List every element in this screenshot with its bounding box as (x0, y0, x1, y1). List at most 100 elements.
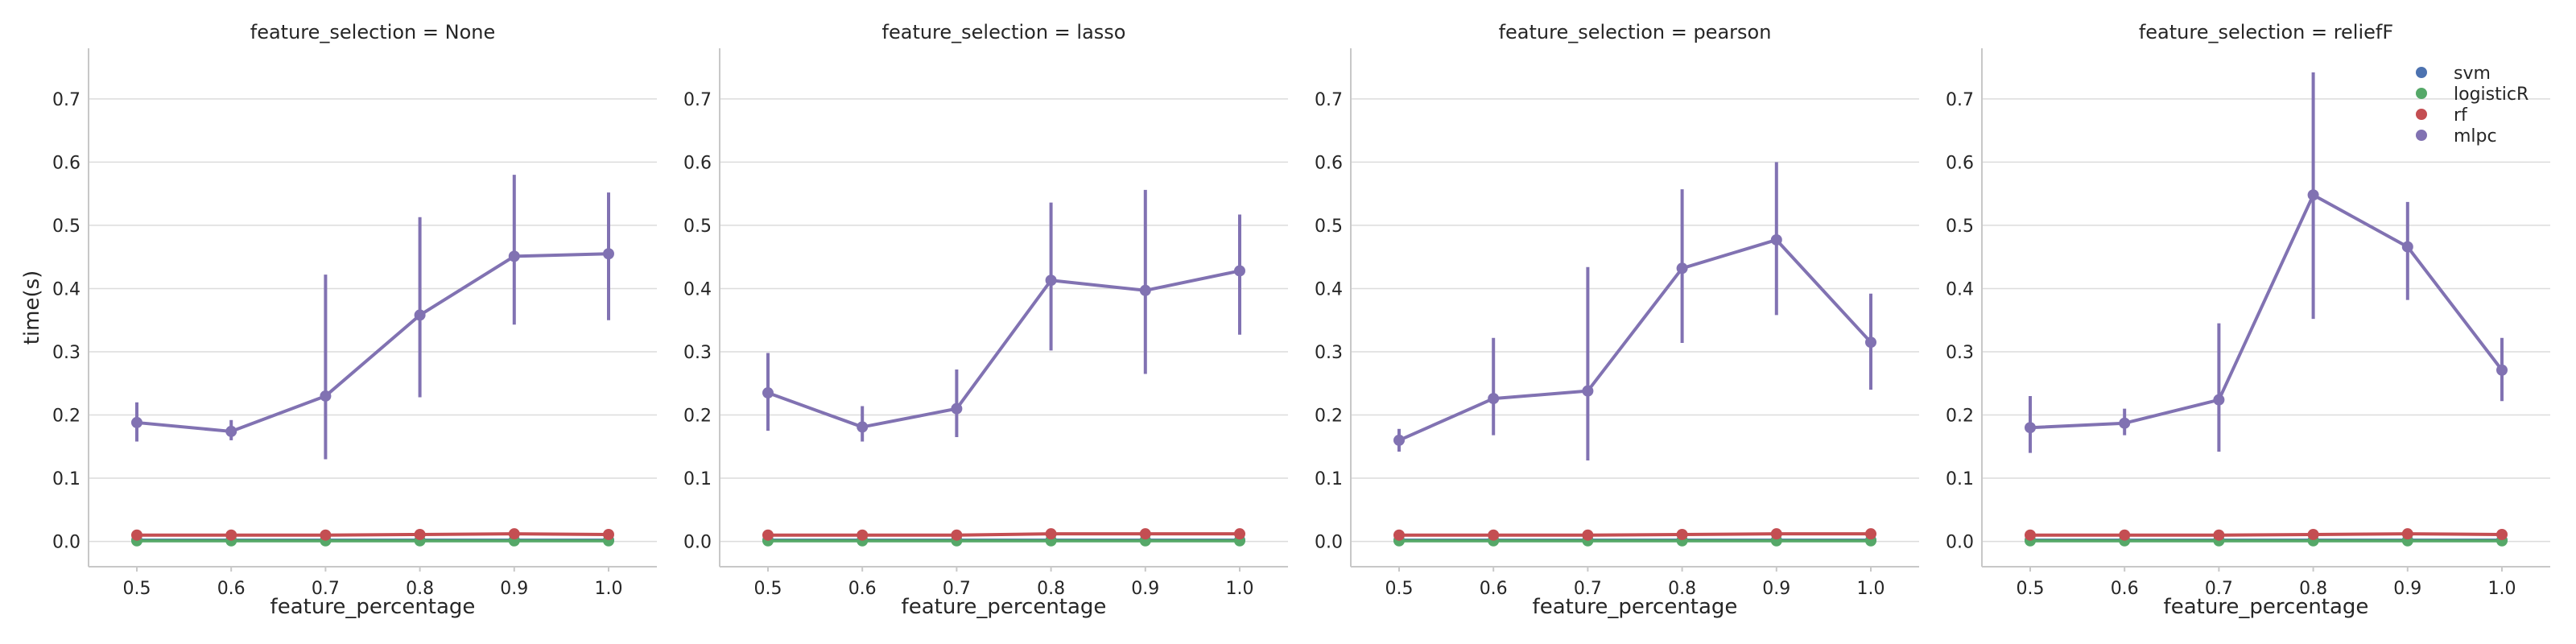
data-point-mlpc (2307, 189, 2319, 201)
data-point-mlpc (1139, 284, 1151, 296)
data-point-mlpc (1393, 434, 1405, 446)
x-tick-label: 1.0 (1857, 579, 1885, 599)
y-tick-label: 0.3 (52, 343, 80, 363)
data-point-mlpc (2401, 241, 2413, 253)
data-point-rf (1488, 529, 1500, 541)
data-point-mlpc (508, 250, 520, 262)
y-tick-label: 0.1 (52, 469, 80, 489)
x-tick-label: 0.7 (943, 579, 971, 599)
y-tick-label: 0.3 (1946, 343, 1974, 363)
data-point-mlpc (1488, 393, 1500, 405)
data-point-mlpc (1770, 233, 1782, 246)
y-tick-label: 0.7 (683, 90, 712, 110)
data-point-rf (951, 529, 963, 541)
data-point-rf (603, 528, 614, 540)
y-axis-label: time(s) (20, 270, 44, 345)
data-point-mlpc (225, 425, 237, 437)
y-tick-label: 0.1 (1946, 469, 1974, 489)
x-tick-label: 0.8 (2299, 579, 2327, 599)
legend-marker-logisticR (2416, 88, 2427, 99)
data-point-rf (1582, 529, 1594, 541)
legend-label-rf: rf (2454, 105, 2468, 126)
x-tick-label: 0.8 (406, 579, 434, 599)
x-tick-label: 0.6 (848, 579, 877, 599)
data-point-mlpc (2496, 364, 2508, 376)
data-point-rf (1045, 528, 1057, 540)
y-tick-label: 0.7 (1946, 90, 1974, 110)
y-tick-label: 0.2 (1315, 407, 1343, 427)
x-tick-label: 0.7 (2205, 579, 2233, 599)
y-tick-label: 0.6 (52, 153, 80, 173)
x-tick-label: 0.5 (123, 579, 151, 599)
data-point-mlpc (131, 416, 142, 428)
series-line-mlpc (1398, 237, 1872, 442)
x-axis-label: feature_percentage (1533, 595, 1738, 619)
series-line-mlpc (767, 269, 1241, 429)
data-point-rf (1770, 528, 1782, 540)
y-tick-label: 0.3 (1315, 343, 1343, 363)
panel-title: feature_selection = lasso (882, 21, 1126, 43)
y-tick-label: 0.5 (1946, 217, 1974, 237)
y-tick-label: 0.2 (52, 407, 80, 427)
y-tick-label: 0.4 (1946, 279, 1974, 299)
data-point-mlpc (1582, 385, 1594, 397)
x-tick-label: 0.7 (312, 579, 340, 599)
data-point-mlpc (414, 309, 426, 321)
data-point-rf (2401, 528, 2413, 540)
y-tick-label: 0.6 (683, 153, 712, 173)
x-tick-label: 0.9 (500, 579, 528, 599)
data-point-mlpc (951, 402, 963, 415)
x-tick-label: 0.9 (2393, 579, 2421, 599)
data-point-rf (414, 528, 426, 540)
series-line-mlpc (2029, 193, 2504, 430)
data-point-mlpc (2119, 417, 2131, 429)
y-tick-label: 0.7 (52, 90, 80, 110)
data-point-rf (2307, 528, 2319, 540)
x-tick-label: 0.6 (2111, 579, 2139, 599)
x-tick-label: 0.9 (1131, 579, 1159, 599)
data-point-mlpc (1676, 262, 1688, 275)
data-point-rf (1234, 528, 1245, 540)
y-tick-label: 0.4 (1315, 279, 1343, 299)
y-tick-label: 0.5 (1315, 217, 1343, 237)
data-point-mlpc (2213, 394, 2225, 406)
data-point-rf (1139, 528, 1151, 540)
data-point-rf (1393, 529, 1405, 541)
data-point-rf (2025, 529, 2036, 541)
x-tick-label: 0.7 (1574, 579, 1602, 599)
x-axis-label: feature_percentage (902, 595, 1107, 619)
data-point-mlpc (2025, 422, 2036, 434)
x-tick-label: 0.8 (1668, 579, 1696, 599)
x-tick-label: 0.5 (1385, 579, 1414, 599)
data-point-mlpc (1865, 336, 1876, 349)
y-tick-label: 0.6 (1315, 153, 1343, 173)
y-tick-label: 0.1 (1315, 469, 1343, 489)
y-tick-label: 0.4 (52, 279, 80, 299)
legend-label-svm: svm (2454, 64, 2491, 84)
legend-marker-mlpc (2416, 130, 2427, 141)
data-point-mlpc (857, 421, 869, 433)
series-line-rf (2030, 532, 2503, 537)
y-tick-label: 0.4 (683, 279, 712, 299)
data-point-rf (857, 529, 869, 541)
y-tick-label: 0.2 (683, 407, 712, 427)
y-tick-label: 0.2 (1946, 407, 1974, 427)
legend-marker-rf (2416, 109, 2427, 120)
series-line-rf (137, 532, 609, 537)
x-tick-label: 0.9 (1762, 579, 1790, 599)
panel-title: feature_selection = None (250, 21, 496, 43)
x-tick-label: 0.6 (217, 579, 246, 599)
series-line-rf (768, 532, 1240, 537)
x-tick-label: 1.0 (2488, 579, 2516, 599)
y-tick-label: 0.0 (1946, 533, 1974, 553)
data-point-rf (1865, 528, 1876, 540)
y-tick-label: 0.3 (683, 343, 712, 363)
data-point-rf (320, 529, 332, 541)
x-tick-label: 1.0 (595, 579, 623, 599)
data-point-rf (508, 528, 520, 540)
data-point-rf (1676, 528, 1688, 540)
data-point-rf (2213, 529, 2225, 541)
panel-title: feature_selection = reliefF (2139, 21, 2393, 43)
y-tick-label: 0.1 (683, 469, 712, 489)
